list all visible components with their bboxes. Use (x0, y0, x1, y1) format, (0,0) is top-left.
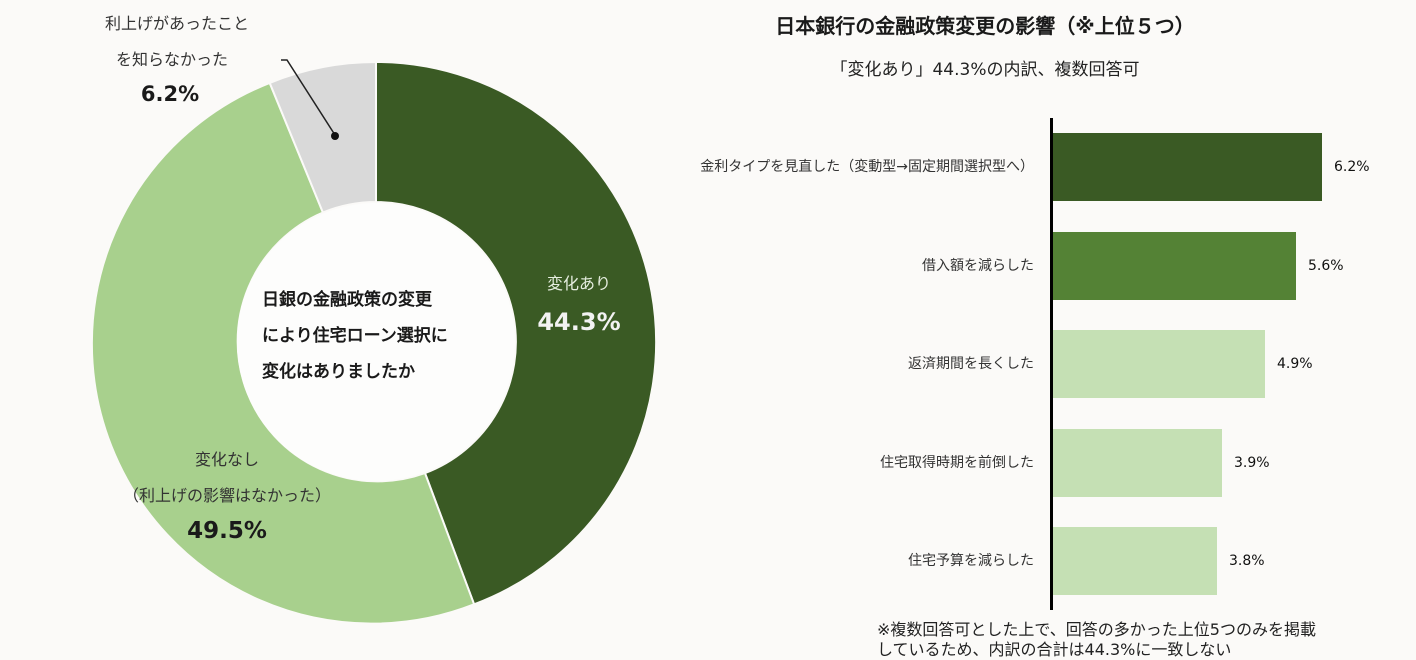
bar-chart-axis (1050, 118, 1053, 610)
bar (1053, 330, 1265, 398)
donut-center-question: 日銀の金融政策の変更 により住宅ローン選択に 変化はありましたか (262, 282, 492, 390)
bar (1053, 527, 1217, 595)
bar (1053, 133, 1322, 201)
donut-segment-unaware (268, 60, 377, 214)
segment-sublabel-unchanged: （利上げの影響はなかった） (122, 486, 331, 505)
bar-row: 金利タイプを見直した（変動型→固定期間選択型へ） 6.2% (0, 133, 1416, 201)
bar-value: 3.8% (1229, 553, 1265, 569)
bar-row: 住宅予算を減らした 3.8% (0, 527, 1416, 595)
bar-chart-title: 日本銀行の金融政策変更の影響（※上位５つ） (775, 14, 1195, 38)
footnote-line-2: しているため、内訳の合計は44.3%に一致しない (877, 640, 1232, 659)
segment-label-changed: 変化あり (546, 274, 611, 293)
bar-row: 返済期間を長くした 4.9% (0, 330, 1416, 398)
segment-label-unaware-line2: を知らなかった (115, 50, 228, 69)
leader-line (281, 59, 336, 136)
bar-value: 4.9% (1277, 356, 1313, 372)
bar-row: 借入額を減らした 5.6% (0, 232, 1416, 300)
bar-label: 住宅取得時期を前倒した (880, 455, 1034, 471)
bar-row: 住宅取得時期を前倒した 3.9% (0, 429, 1416, 497)
segment-value-changed: 44.3% (537, 308, 621, 336)
question-line-1: 日銀の金融政策の変更 (262, 290, 432, 310)
bar-value: 6.2% (1334, 159, 1370, 175)
bar-chart-subtitle: 「変化あり」44.3%の内訳、複数回答可 (830, 60, 1140, 80)
donut-chart (90, 59, 658, 625)
bar-value: 5.6% (1308, 258, 1344, 274)
leader-dot (331, 132, 339, 140)
segment-label-unchanged: 変化なし (194, 450, 259, 469)
donut-segment-changed (375, 60, 658, 606)
bar-label: 金利タイプを見直した（変動型→固定期間選択型へ） (700, 159, 1034, 175)
segment-value-unchanged: 49.5% (187, 518, 267, 544)
segment-label-unaware-line1: 利上げがあったこと (104, 14, 249, 33)
segment-value-unaware: 6.2% (140, 82, 200, 106)
question-line-2: により住宅ローン選択に (262, 326, 448, 346)
question-line-3: 変化はありましたか (262, 362, 415, 382)
bar-chart-footnote: ※複数回答可とした上で、回答の多かった上位5つのみを掲載 しているため、内訳の合… (877, 620, 1316, 660)
footnote-line-1: ※複数回答可とした上で、回答の多かった上位5つのみを掲載 (877, 620, 1316, 639)
bar (1053, 429, 1222, 497)
bar-value: 3.9% (1234, 455, 1270, 471)
bar (1053, 232, 1296, 300)
bar-label: 借入額を減らした (922, 258, 1034, 274)
bar-label: 返済期間を長くした (908, 356, 1034, 372)
bar-label: 住宅予算を減らした (908, 553, 1034, 569)
